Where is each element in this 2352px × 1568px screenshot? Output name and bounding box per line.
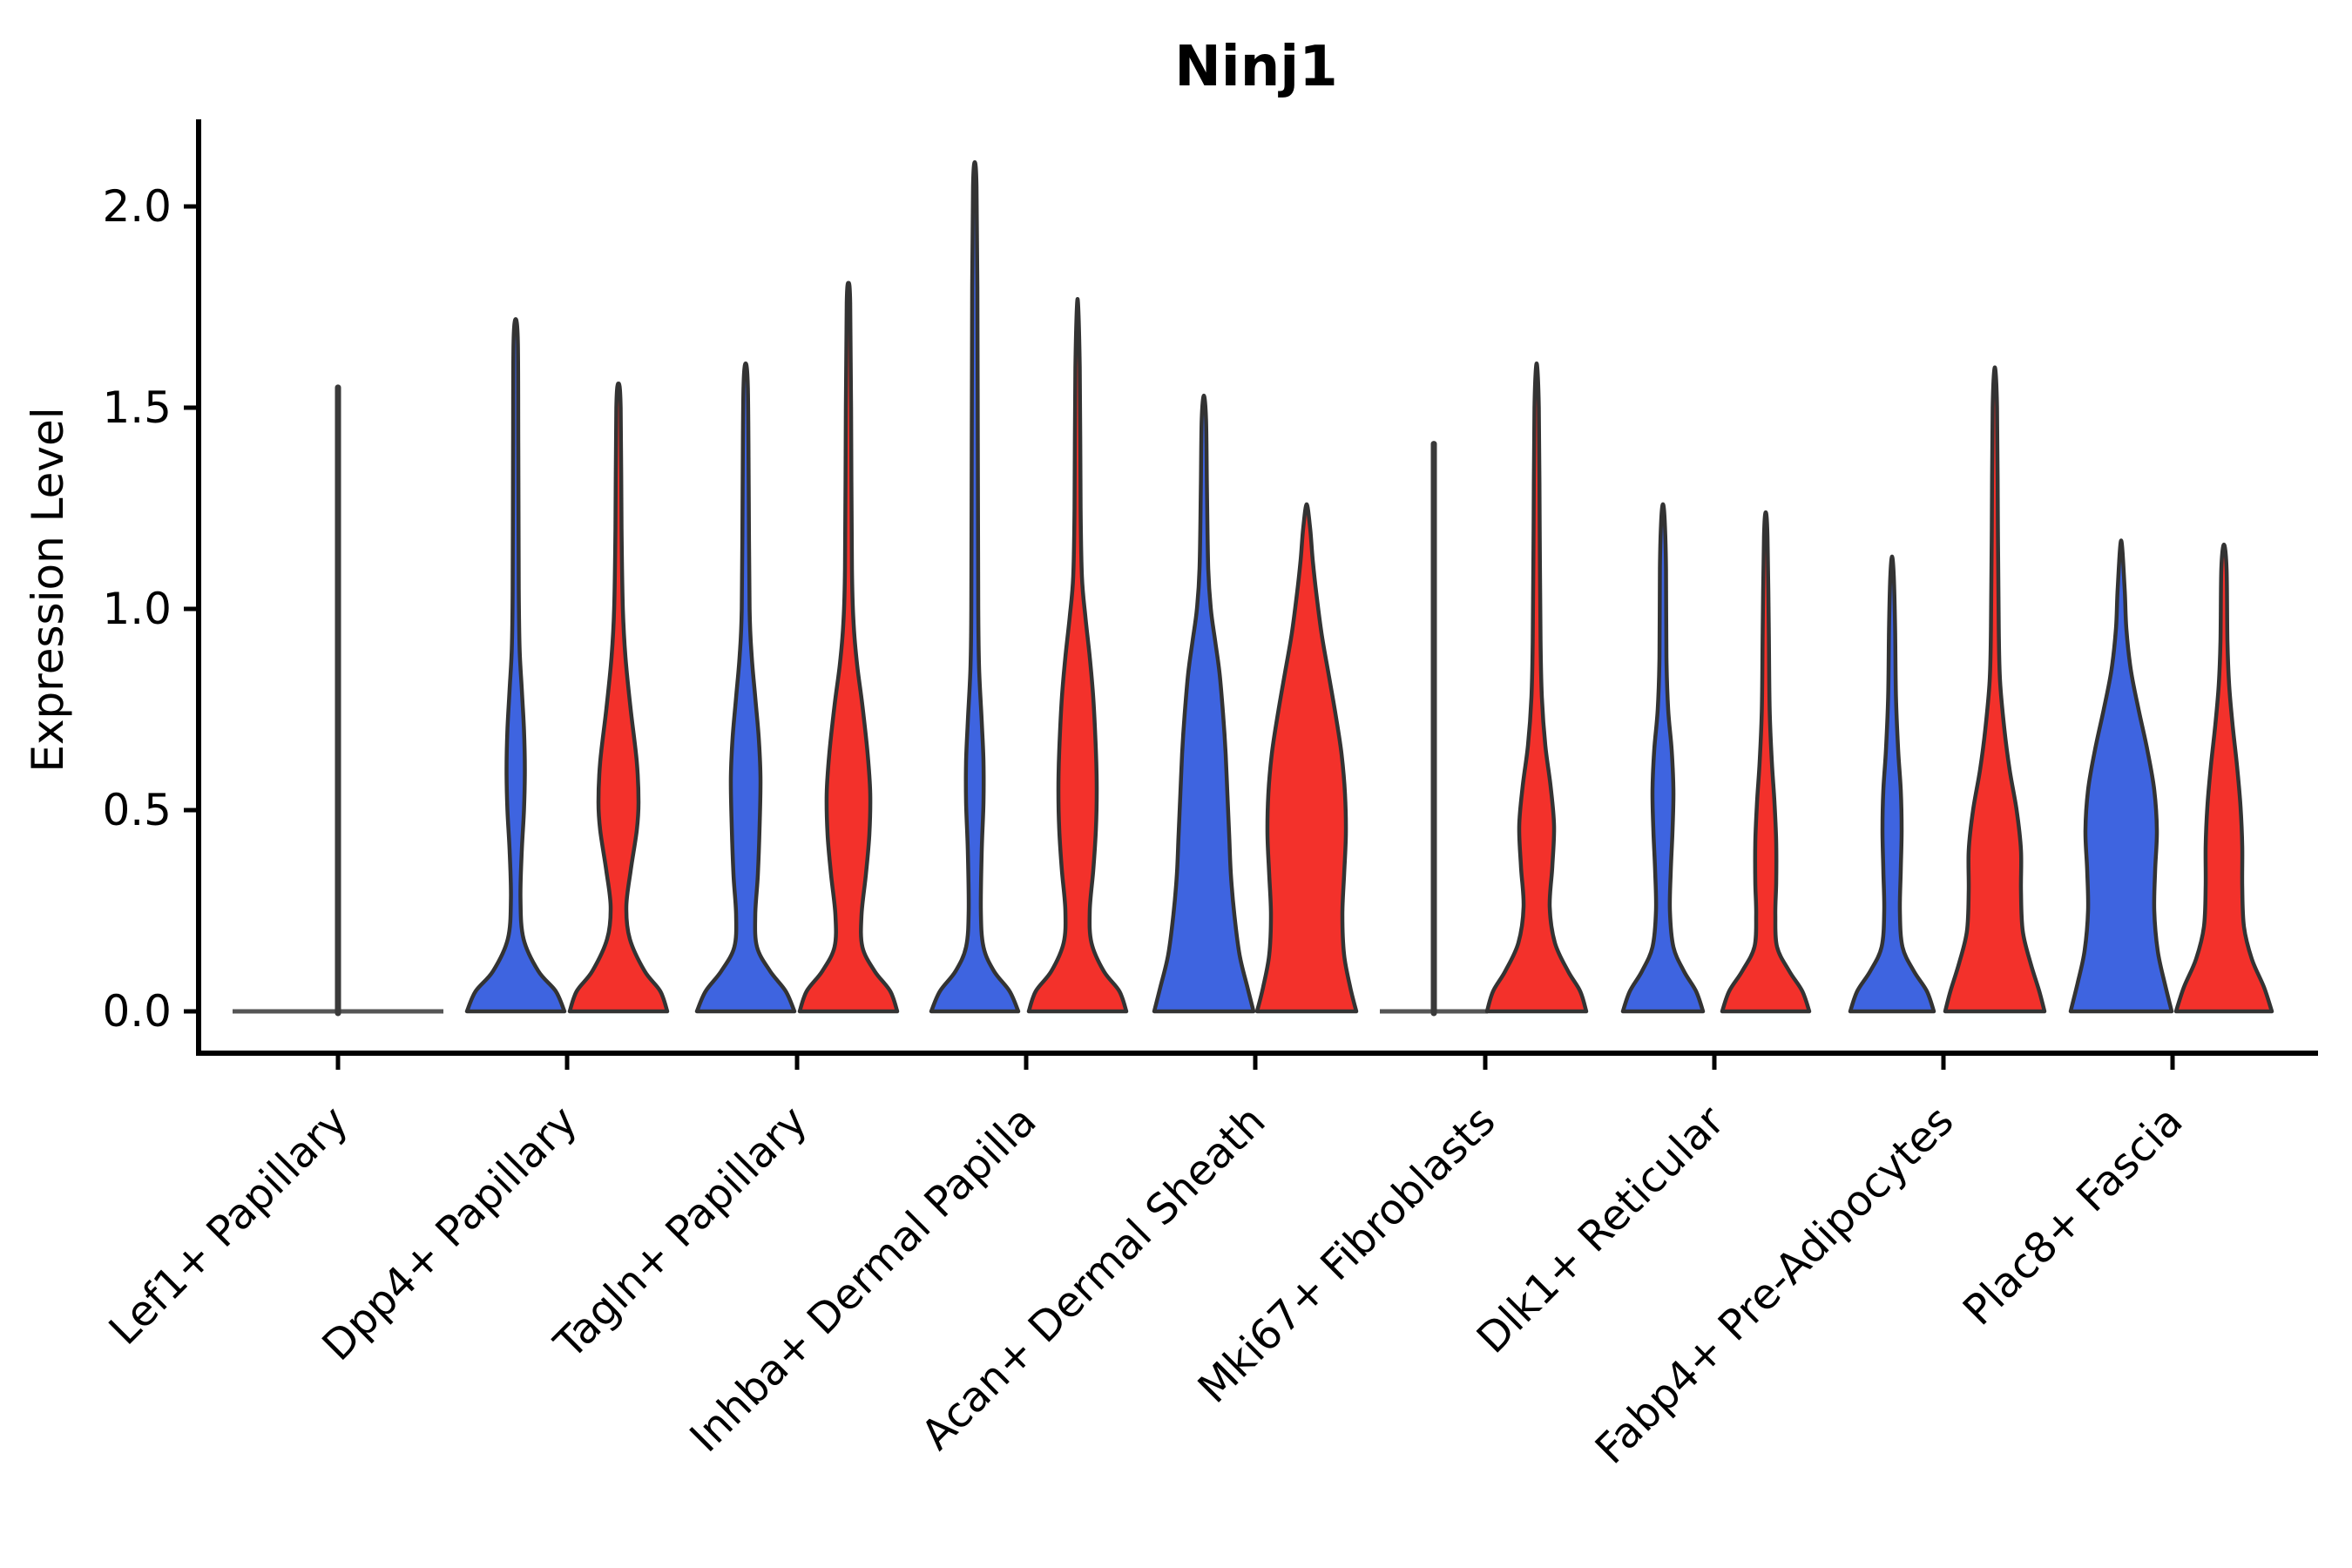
y-tick-label: 0.5 xyxy=(102,785,172,835)
x-axis-ticks xyxy=(335,1053,2175,1070)
violin-dpp4-papillary-blue xyxy=(464,317,567,1014)
violin-tagln-papillary-blue xyxy=(694,361,797,1014)
violin-plac8-fascia-blue xyxy=(2068,538,2174,1014)
violin-inhba-dermal-papilla-blue xyxy=(929,159,1021,1014)
violin-plac8-fascia-red xyxy=(2173,542,2274,1014)
x-tick-label: Dpp4+ Papillary xyxy=(313,1097,586,1370)
y-tick-label: 0.0 xyxy=(102,986,172,1037)
page-title: Ninj1 xyxy=(1174,35,1338,99)
violin-dlk1-reticular-blue xyxy=(1620,502,1706,1014)
x-tick-label: Lef1+ Papillary xyxy=(100,1097,358,1355)
violin-tagln-papillary-red xyxy=(797,280,900,1014)
violin-dpp4-papillary-red xyxy=(567,382,670,1014)
y-tick-label: 2.0 xyxy=(102,181,172,232)
y-axis-ticks: 0.0 0.5 1.0 1.5 2.0 xyxy=(102,181,199,1037)
x-tick-label: Tagln+ Papillary xyxy=(544,1097,816,1369)
y-tick-label: 1.0 xyxy=(102,584,172,634)
violin-inhba-dermal-papilla-red xyxy=(1026,297,1129,1014)
y-axis-label: Expression Level xyxy=(23,407,73,772)
violins-layer xyxy=(233,159,2274,1017)
violin-mki67-fibroblasts-red xyxy=(1484,361,1589,1014)
violin-fabp4-pre-adipocytes-blue xyxy=(1848,554,1936,1014)
x-tick-label: Plac8+ Fascia xyxy=(1954,1097,2193,1335)
x-axis-labels: Lef1+ Papillary Dpp4+ Papillary Tagln+ P… xyxy=(100,1097,2193,1474)
violin-dlk1-reticular-red xyxy=(1720,510,1812,1014)
violin-acan-dermal-sheath-red xyxy=(1254,502,1359,1014)
violin-fabp4-pre-adipocytes-red xyxy=(1943,365,2047,1014)
y-tick-label: 1.5 xyxy=(102,382,172,433)
violin-acan-dermal-sheath-blue xyxy=(1152,393,1256,1014)
x-tick-label: Dlk1+ Reticular xyxy=(1468,1097,1734,1363)
